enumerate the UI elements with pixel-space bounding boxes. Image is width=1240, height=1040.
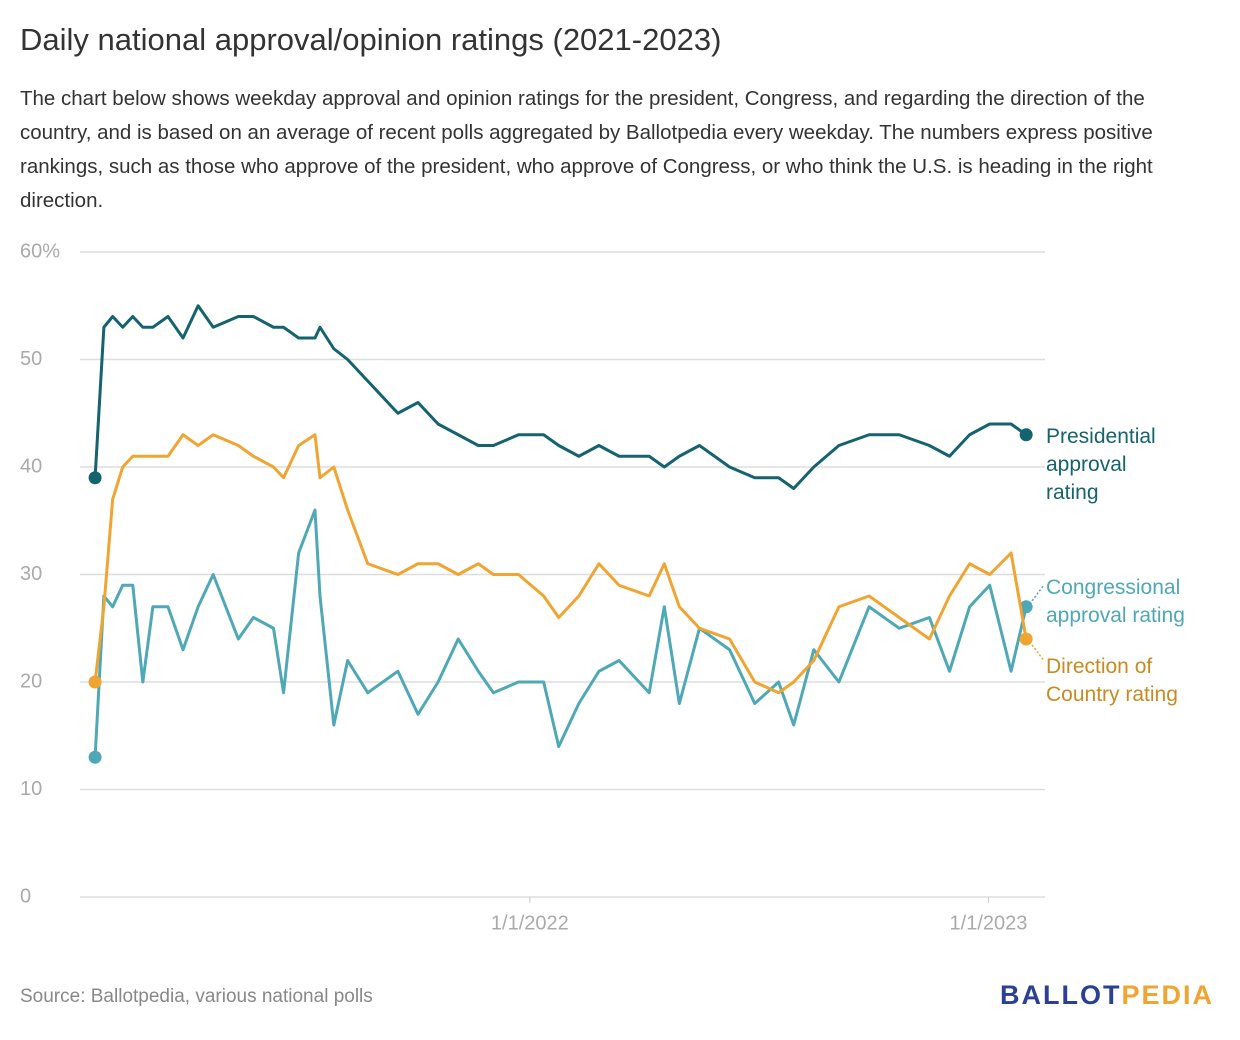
- source-note: Source: Ballotpedia, various national po…: [20, 986, 373, 1007]
- label-connector: [1031, 644, 1045, 662]
- y-tick-label: 10: [20, 778, 42, 800]
- y-tick-label: 60%: [20, 240, 60, 262]
- series-line: [93, 433, 1028, 695]
- series-line: [93, 508, 1028, 758]
- y-tick-label: 20: [20, 670, 42, 692]
- x-tick-label: 1/1/2022: [491, 912, 569, 934]
- series-label: Congressional approval rating: [1046, 575, 1185, 627]
- label-connector: [1031, 584, 1045, 602]
- x-tick-label: 1/1/2023: [950, 912, 1028, 934]
- logo-left: BALLOT: [999, 980, 1122, 1010]
- y-tick-label: 0: [20, 885, 31, 907]
- y-tick-label: 30: [20, 563, 42, 585]
- end-point: [1019, 428, 1033, 442]
- chart-title: Daily national approval/opinion ratings …: [20, 22, 722, 57]
- end-point: [88, 750, 102, 764]
- logo: BALLOTPEDIA: [1000, 980, 1214, 1011]
- end-point: [88, 675, 102, 689]
- end-point: [1019, 600, 1033, 614]
- chart-subtitle: The chart below shows weekday approval a…: [20, 87, 1153, 212]
- end-point: [88, 471, 102, 485]
- end-point: [1019, 632, 1033, 646]
- series-label: Direction of Country rating: [1046, 655, 1178, 706]
- series-label: Presidential approval rating: [1046, 424, 1156, 504]
- y-tick-label: 50: [20, 348, 42, 370]
- y-tick-label: 40: [20, 455, 42, 477]
- logo-right: PEDIA: [1121, 980, 1214, 1010]
- series-line: [93, 304, 1028, 490]
